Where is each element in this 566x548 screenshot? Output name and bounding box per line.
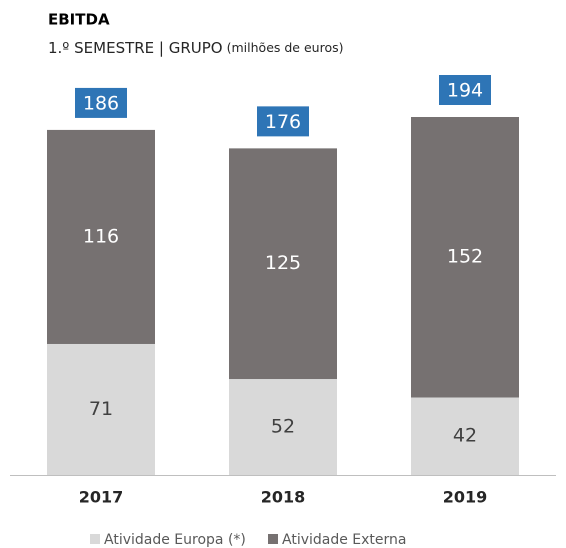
segment-label: 71 bbox=[89, 398, 113, 420]
segment-label: 125 bbox=[265, 252, 301, 274]
segment-label: 152 bbox=[447, 246, 483, 268]
segment-label: 116 bbox=[83, 225, 119, 247]
segment-label: 42 bbox=[453, 425, 477, 447]
total-box bbox=[439, 75, 491, 105]
bar-segment bbox=[411, 397, 519, 475]
total-box bbox=[257, 106, 309, 137]
unit: (milhões de euros) bbox=[227, 40, 344, 55]
subtitle: 1.º SEMESTRE | GRUPO bbox=[48, 39, 223, 57]
bar-segment bbox=[47, 343, 155, 475]
bar-segment bbox=[229, 379, 337, 475]
total-label: 186 bbox=[83, 92, 119, 114]
legend-label: Atividade Externa bbox=[282, 532, 407, 548]
total-box bbox=[75, 87, 127, 118]
legend-swatch bbox=[90, 534, 100, 544]
bar-segment bbox=[229, 148, 337, 380]
bar-segment bbox=[411, 117, 519, 398]
total-label: 194 bbox=[447, 80, 483, 102]
total-label: 176 bbox=[265, 111, 301, 133]
x-tick-label: 2017 bbox=[79, 488, 124, 507]
legend-swatch bbox=[268, 534, 278, 544]
x-tick-label: 2018 bbox=[261, 488, 306, 507]
segment-label: 52 bbox=[271, 416, 295, 438]
bar-segment bbox=[47, 129, 155, 344]
x-tick-label: 2019 bbox=[443, 488, 488, 507]
chart-subtitle: 1.º SEMESTRE | GRUPO (milhões de euros) bbox=[48, 39, 343, 57]
legend-label: Atividade Europa (*) bbox=[104, 532, 246, 548]
chart-title: EBITDA bbox=[48, 11, 110, 29]
